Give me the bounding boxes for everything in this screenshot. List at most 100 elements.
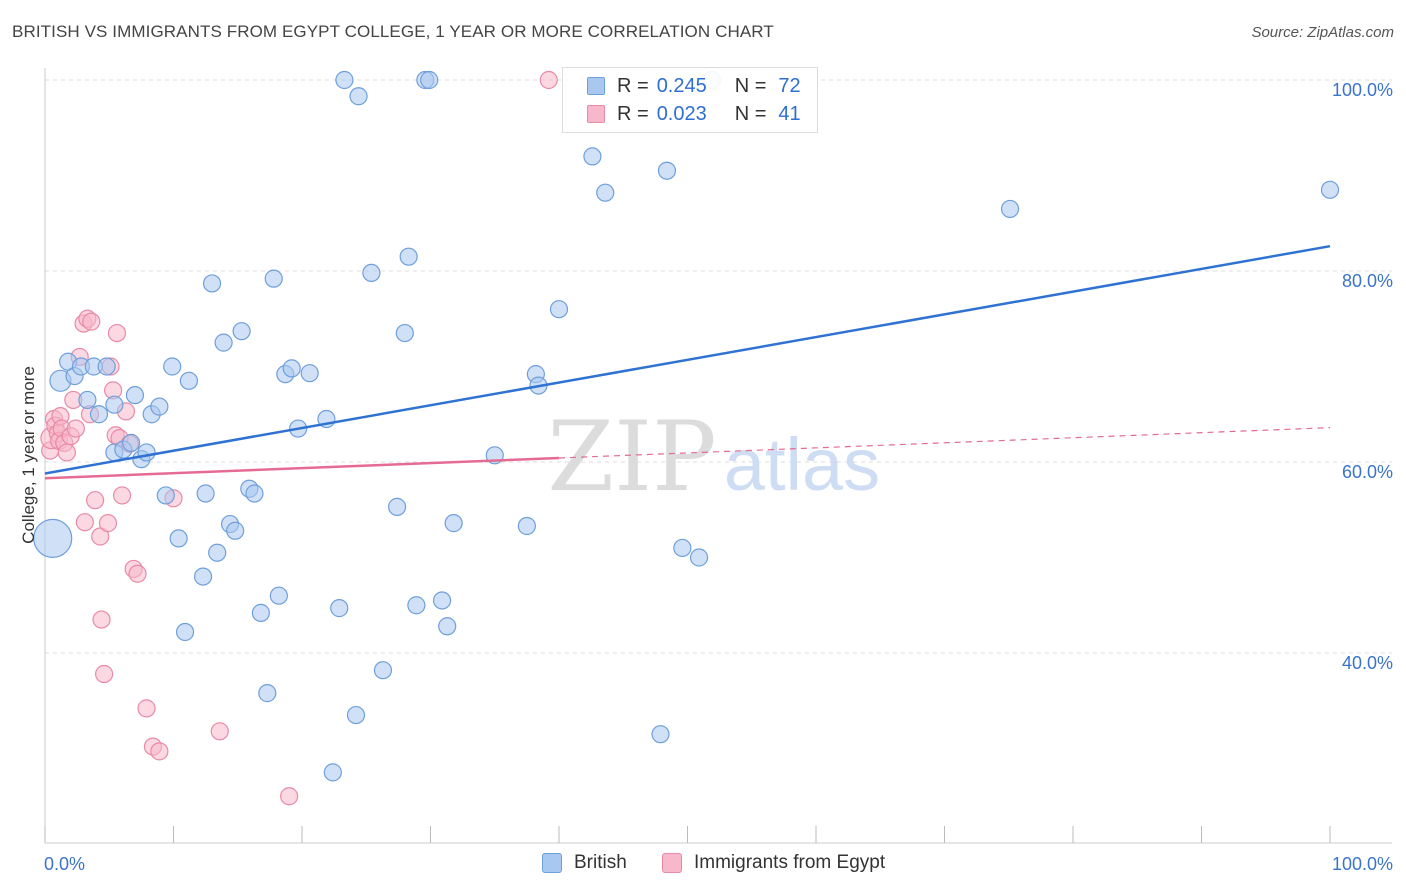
egypt-point	[107, 323, 127, 343]
british-point	[689, 548, 709, 567]
british-point	[432, 591, 452, 610]
y-axis-label: College, 1 year or more	[19, 366, 38, 544]
egypt-n-value: 41	[778, 102, 801, 125]
source-label: Source: ZipAtlas.com	[1251, 24, 1394, 41]
british-point	[214, 333, 233, 352]
british-point	[269, 586, 288, 605]
british-point	[251, 603, 270, 622]
tick-labels: 40.0% 60.0% 80.0% 100.0% 0.0% 100.0%	[44, 80, 1393, 874]
british-point	[196, 484, 215, 503]
british-points	[33, 70, 1340, 782]
bottom-legend: British Immigrants from Egypt	[0, 852, 1406, 878]
british-point	[349, 87, 368, 106]
british-point	[169, 529, 188, 548]
british-point	[232, 322, 251, 341]
british-point	[156, 486, 175, 505]
gridlines	[45, 79, 1392, 654]
british-point	[399, 247, 418, 266]
british-point	[407, 596, 426, 615]
british-point	[121, 433, 141, 452]
legend-row-british: R = 0.245 N = 72	[587, 74, 801, 98]
british-point	[1000, 199, 1020, 219]
y-tick-label: 60.0%	[1342, 462, 1393, 482]
axes	[44, 68, 1392, 844]
egypt-trend-line	[44, 456, 560, 480]
trend-lines	[44, 244, 1331, 480]
egypt-point	[75, 513, 94, 532]
bottom-legend-egypt: Immigrants from Egypt	[662, 852, 885, 874]
egypt-point	[210, 722, 229, 741]
british-point	[245, 484, 264, 503]
egypt-point	[280, 787, 299, 806]
british-point	[193, 567, 213, 586]
y-tick-label: 100.0%	[1332, 80, 1393, 100]
watermark-atlas: atlas	[724, 423, 880, 506]
british-point	[438, 617, 457, 636]
egypt-trend-line-extension	[558, 427, 1331, 459]
british-swatch	[587, 77, 605, 95]
egypt-r-label: R =	[617, 102, 649, 125]
british-point	[137, 443, 156, 462]
british-point	[673, 538, 692, 558]
british-point	[33, 518, 73, 559]
british-point	[330, 599, 349, 618]
british-point	[179, 371, 199, 390]
british-point	[323, 763, 342, 782]
egypt-n-label: N =	[734, 102, 767, 125]
egypt-r-value: 0.023	[656, 102, 707, 125]
british-point	[346, 705, 366, 725]
british-n-value: 72	[778, 74, 801, 97]
british-point	[373, 661, 393, 680]
egypt-swatch	[587, 105, 605, 123]
british-point	[97, 357, 116, 376]
british-point	[125, 386, 145, 405]
british-point	[651, 725, 670, 744]
british-point	[420, 70, 439, 90]
egypt-point	[128, 564, 147, 583]
egypt-point	[95, 664, 114, 684]
british-point	[258, 684, 277, 703]
egypt-point	[57, 443, 76, 462]
egypt-point	[112, 486, 132, 505]
british-point	[175, 622, 195, 642]
british-r-value: 0.245	[656, 74, 707, 97]
british-point	[362, 263, 381, 283]
british-point	[549, 300, 569, 319]
egypt-point	[82, 312, 101, 331]
stats-legend: R = 0.245 N = 72 R = 0.023 N = 41	[562, 67, 818, 133]
egypt-point	[91, 527, 110, 546]
british-point	[596, 183, 615, 202]
bottom-legend-british: British	[542, 852, 627, 874]
egypt-point	[98, 514, 118, 533]
bottom-egypt-swatch	[662, 853, 682, 873]
british-point	[105, 395, 124, 414]
egypt-point	[66, 419, 85, 438]
x-tick-label-max: 100.0%	[1332, 854, 1393, 874]
watermark: ZIP atlas	[547, 401, 880, 513]
british-point	[387, 497, 407, 516]
british-point	[1320, 180, 1340, 199]
y-tick-label: 40.0%	[1342, 653, 1393, 673]
bottom-british-swatch	[542, 853, 562, 873]
egypt-point	[92, 610, 111, 629]
legend-row-egypt: R = 0.023 N = 41	[587, 102, 801, 126]
egypt-point	[539, 70, 558, 90]
british-point	[395, 323, 414, 343]
british-trend-line	[44, 244, 1331, 475]
bottom-egypt-label: Immigrants from Egypt	[694, 852, 886, 873]
british-point	[208, 543, 227, 562]
british-r-label: R =	[617, 74, 649, 97]
british-point	[264, 269, 283, 288]
x-tick-label-min: 0.0%	[44, 854, 85, 874]
british-point	[300, 364, 319, 383]
british-point	[517, 516, 536, 536]
egypt-point	[150, 742, 169, 761]
y-tick-label: 80.0%	[1342, 271, 1393, 291]
british-point	[202, 274, 222, 293]
egypt-points	[40, 70, 558, 806]
british-point	[583, 147, 602, 166]
british-point	[150, 397, 169, 416]
egypt-point	[86, 491, 105, 510]
chart-title: BRITISH VS IMMIGRANTS FROM EGYPT COLLEGE…	[12, 22, 774, 41]
